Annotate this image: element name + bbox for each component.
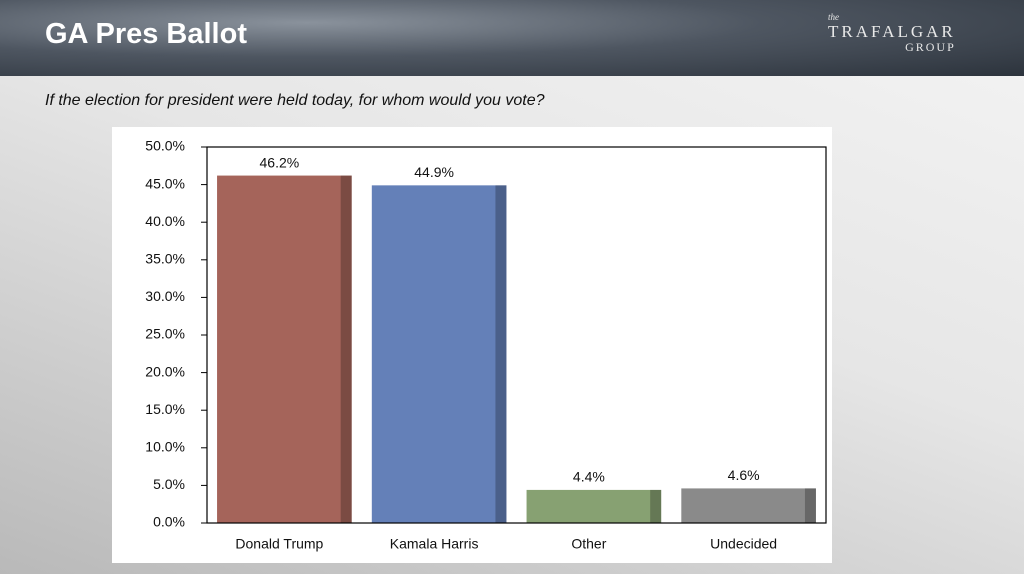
plot-frame: [206, 146, 827, 524]
x-tick-label: Other: [571, 536, 606, 552]
bar: [217, 175, 352, 524]
y-tick-label: 25.0%: [145, 326, 185, 342]
bar-side: [495, 185, 507, 524]
bar-side: [340, 175, 352, 524]
bar-side: [804, 488, 816, 523]
chart: 0.0% 5.0% 10.0% 15.0% 20.0% 25.0% 30.0% 35.0% 40…: [112, 127, 832, 563]
value-label: 46.2%: [260, 154, 300, 170]
y-tick-label: 10.0%: [145, 439, 185, 455]
y-tick-label: 30.0%: [145, 288, 185, 304]
value-label: 4.4%: [573, 469, 605, 485]
x-tick-label: Kamala Harris: [390, 536, 479, 552]
logo-name: TRAFALGAR: [828, 22, 956, 41]
bar: [526, 489, 662, 523]
slide-title: GA Pres Ballot: [45, 18, 247, 50]
logo: the TRAFALGAR GROUP: [828, 12, 956, 55]
y-tick-label: 50.0%: [145, 138, 185, 154]
y-tick-label: 40.0%: [145, 213, 185, 229]
y-tick-label: 5.0%: [153, 476, 185, 492]
y-tick-label: 45.0%: [145, 175, 185, 191]
value-label: 4.6%: [728, 467, 760, 483]
y-tick-label: 0.0%: [153, 514, 185, 530]
logo-sub: GROUP: [905, 40, 956, 54]
value-label: 44.9%: [414, 164, 454, 180]
question: If the election for president were held …: [45, 92, 545, 109]
logo-top: the: [828, 12, 839, 22]
y-tick-label: 15.0%: [145, 401, 185, 417]
y-tick-label: 20.0%: [145, 363, 185, 379]
y-tick-label: 35.0%: [145, 251, 185, 267]
bar-side: [650, 489, 662, 523]
x-tick-label: Undecided: [710, 536, 777, 552]
bar: [371, 185, 507, 524]
bar: [681, 488, 816, 523]
header-banner: GA Pres Ballot the TRAFALGAR GROUP: [0, 0, 1024, 76]
x-tick-label: Donald Trump: [235, 536, 323, 552]
